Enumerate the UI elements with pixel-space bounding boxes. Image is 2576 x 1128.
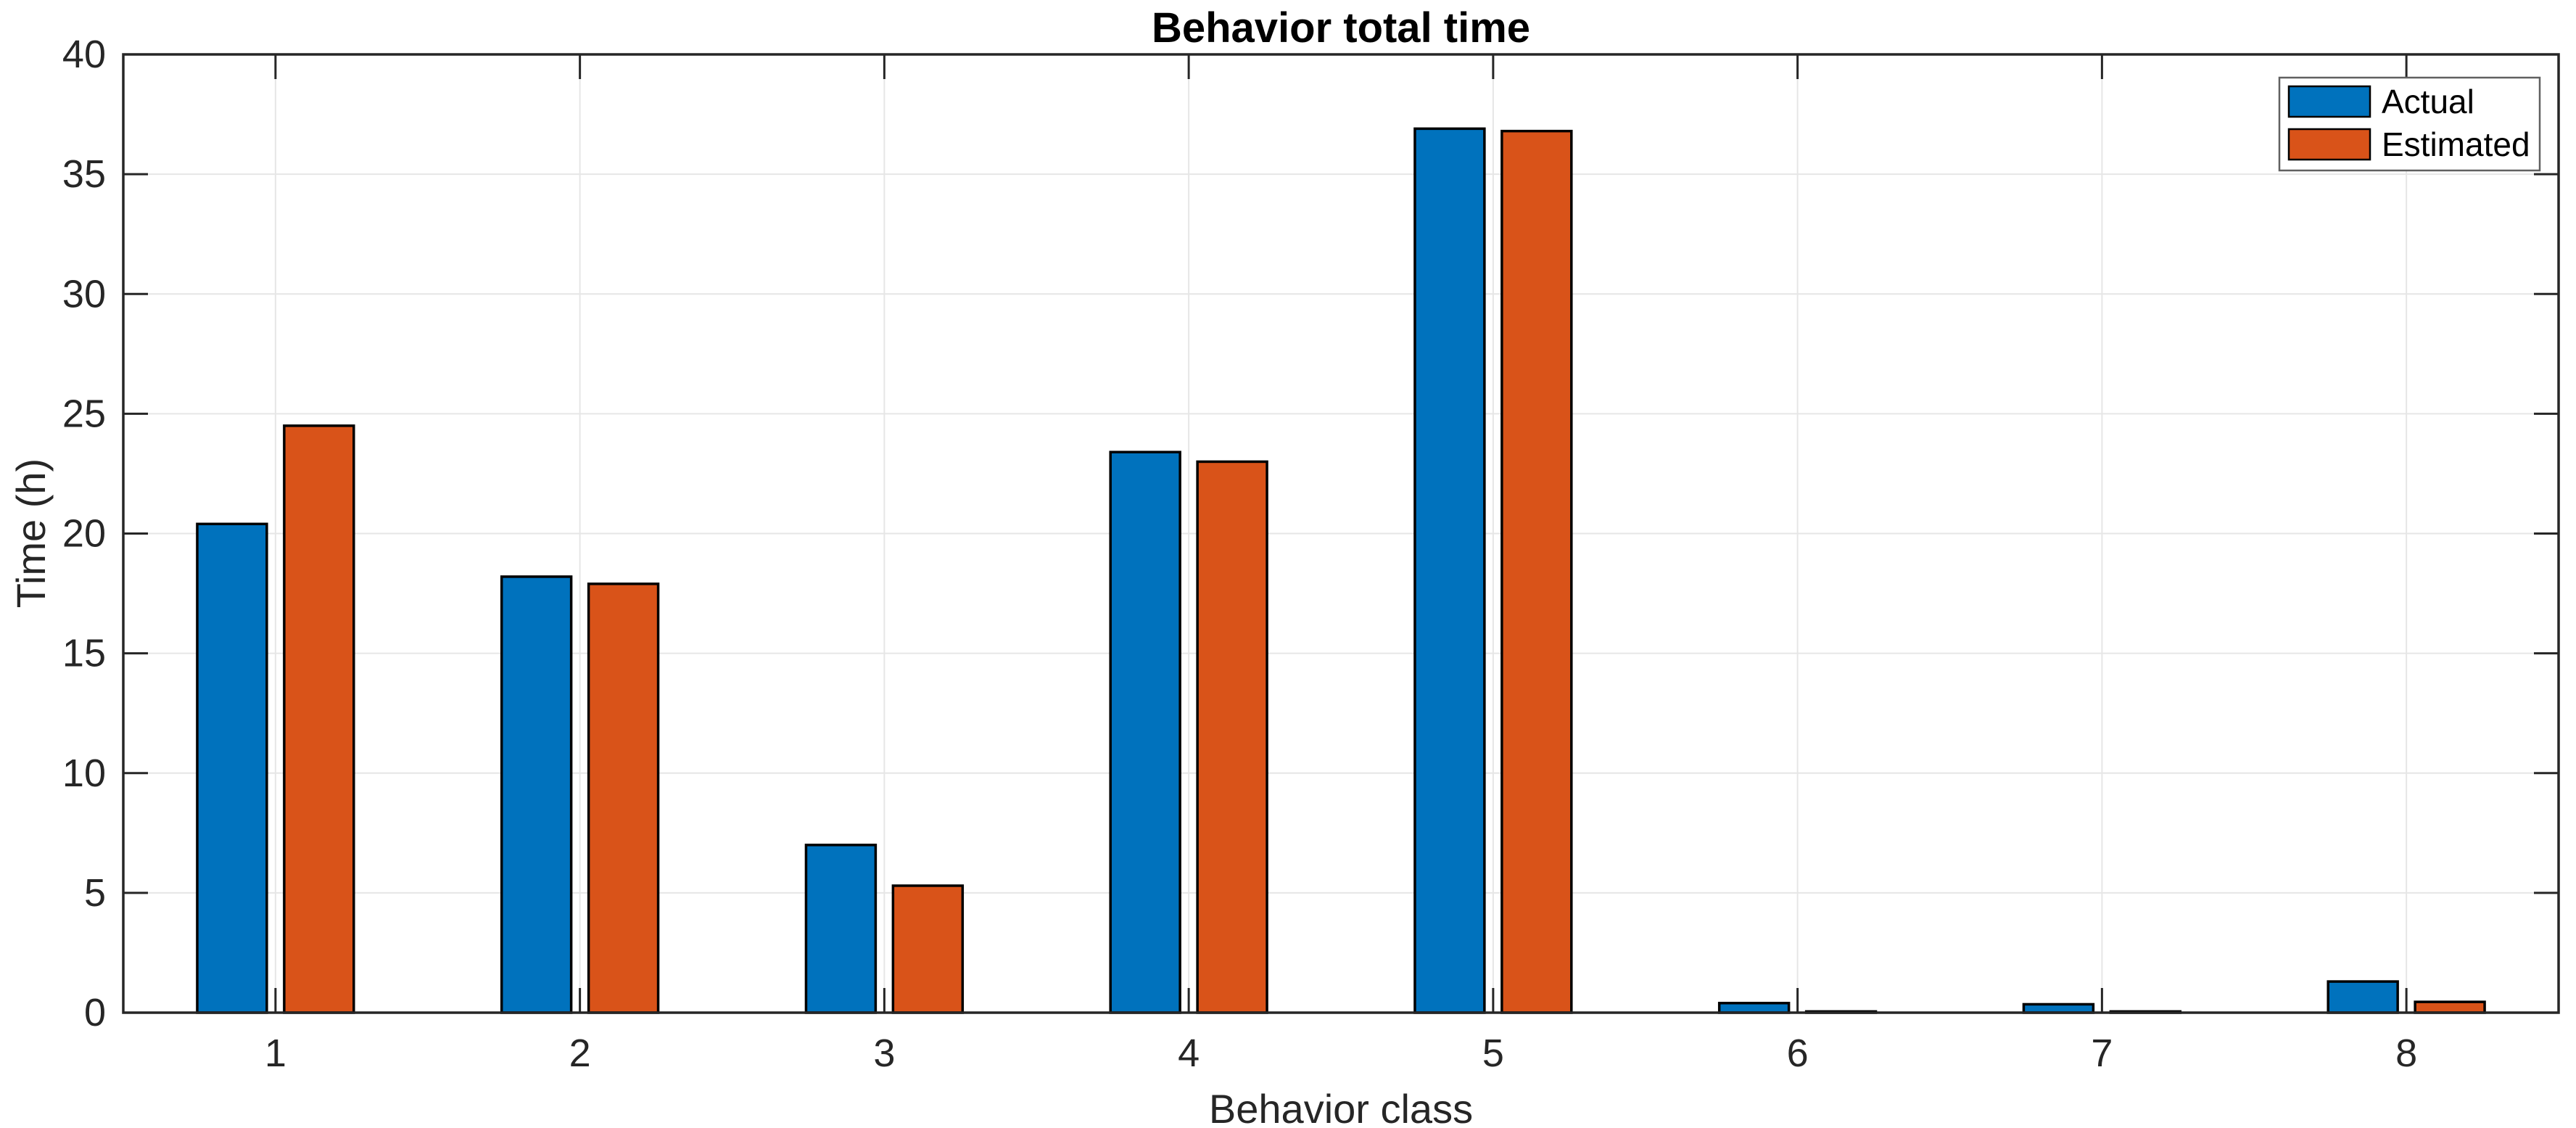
y-tick-label-20: 20 xyxy=(62,512,106,556)
legend-swatch-estimated xyxy=(2287,128,2371,161)
y-tick-label-25: 25 xyxy=(62,392,106,435)
bar-series xyxy=(196,127,2486,1014)
bar-actual-6 xyxy=(1717,1002,1791,1014)
x-tick-label-8: 8 xyxy=(2395,1032,2417,1075)
axes-box xyxy=(122,53,2560,1014)
bar-actual-5 xyxy=(1413,127,1486,1014)
legend-label-actual: Actual xyxy=(2382,83,2474,120)
y-tick-label-10: 10 xyxy=(62,752,106,795)
x-tick-label-7: 7 xyxy=(2091,1032,2113,1075)
x-tick-label-1: 1 xyxy=(265,1032,286,1075)
x-tick-label-6: 6 xyxy=(1787,1032,1809,1075)
axis-tick-labels: 0 5 10 15 20 25 30 35 40 1 2 3 4 5 6 7 8 xyxy=(62,33,2417,1075)
legend: Actual Estimated xyxy=(2278,76,2541,172)
bar-actual-2 xyxy=(500,575,573,1014)
bar-estimated-3 xyxy=(891,884,965,1014)
y-tick-label-40: 40 xyxy=(62,33,106,76)
bar-estimated-5 xyxy=(1500,129,1573,1014)
x-tick-label-4: 4 xyxy=(1178,1032,1200,1075)
bar-estimated-2 xyxy=(587,582,660,1014)
bar-estimated-1 xyxy=(283,424,355,1014)
bar-estimated-4 xyxy=(1196,460,1268,1014)
legend-swatch-actual xyxy=(2287,85,2371,118)
legend-label-estimated: Estimated xyxy=(2382,125,2530,163)
bar-actual-3 xyxy=(804,844,878,1014)
x-tick-label-5: 5 xyxy=(1482,1032,1504,1075)
y-tick-label-0: 0 xyxy=(84,991,106,1034)
y-axis-label: Time (h) xyxy=(8,458,54,608)
x-axis-label: Behavior class xyxy=(1209,1086,1473,1128)
x-tick-label-3: 3 xyxy=(873,1032,895,1075)
bar-actual-4 xyxy=(1109,450,1181,1014)
bar-estimated-8 xyxy=(2414,1000,2486,1014)
bar-actual-1 xyxy=(196,522,268,1014)
x-tick-label-2: 2 xyxy=(569,1032,591,1075)
y-tick-label-5: 5 xyxy=(84,871,106,915)
chart-title: Behavior total time xyxy=(1152,4,1530,52)
y-tick-label-35: 35 xyxy=(62,152,106,196)
bar-actual-8 xyxy=(2327,980,2399,1014)
y-tick-label-15: 15 xyxy=(62,632,106,675)
y-tick-label-30: 30 xyxy=(62,272,106,316)
